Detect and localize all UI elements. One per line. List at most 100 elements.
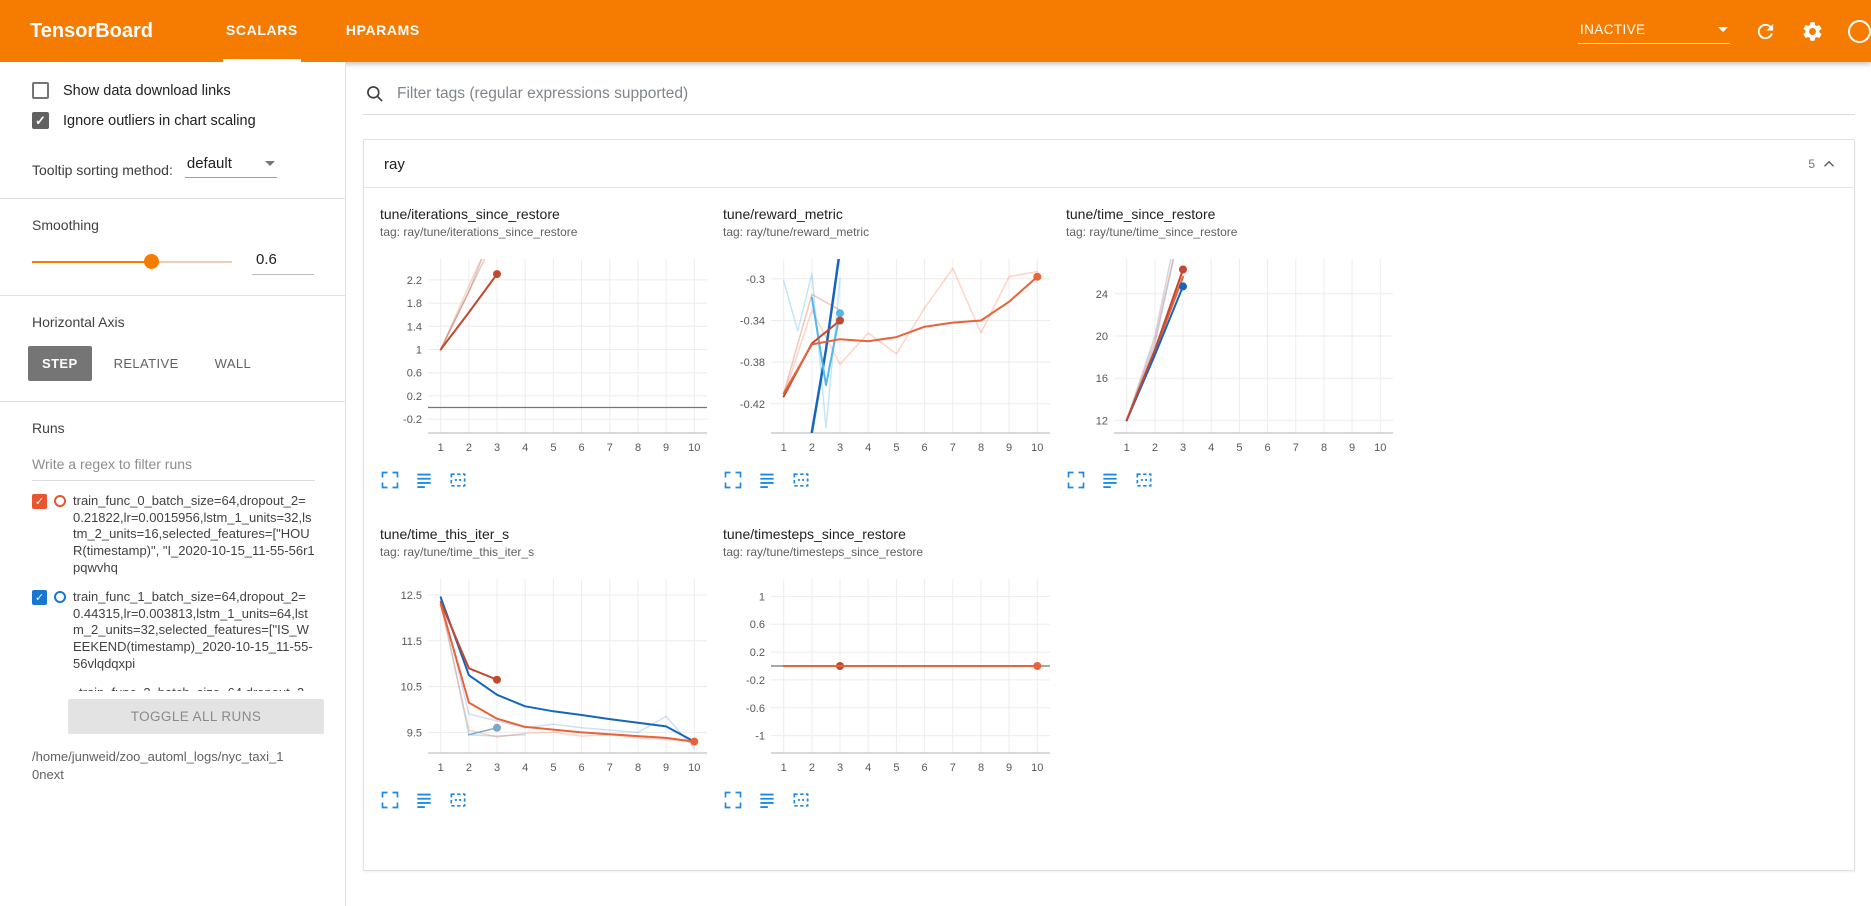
help-icon[interactable] [1848, 19, 1871, 43]
run-item[interactable]: ✓ train_func_1_batch_size=64,dropout_2=0.… [32, 589, 315, 672]
show-download-links-checkbox[interactable]: Show data download links [32, 82, 315, 99]
svg-text:3: 3 [1180, 442, 1186, 454]
slider-fill [32, 261, 152, 263]
svg-text:2: 2 [1152, 442, 1158, 454]
chart-card: tune/iterations_since_restore tag: ray/tu… [374, 206, 717, 490]
settings-sidebar: Show data download links Ignore outliers… [0, 62, 346, 906]
run-selector-icon[interactable] [757, 470, 777, 490]
horizontal-axis-label: Horizontal Axis [32, 314, 125, 330]
expand-chart-icon[interactable] [1066, 470, 1086, 490]
chart-card: tune/timesteps_since_restore tag: ray/tun… [717, 526, 1060, 810]
svg-text:-0.2: -0.2 [746, 675, 765, 687]
chart-tag: tag: ray/tune/reward_metric [723, 225, 870, 239]
svg-text:9: 9 [1006, 442, 1012, 454]
run-checkbox[interactable]: ✓ [32, 494, 47, 509]
svg-text:0.2: 0.2 [750, 647, 765, 659]
line-chart[interactable]: 1 2 3 4 5 6 7 8 9 10 -1 -0.6 -0.2 0.2 0.6 1 [723, 571, 1058, 779]
settings-gear-icon[interactable] [1801, 20, 1824, 43]
tooltip-sorting-row: Tooltip sorting method: default [32, 155, 315, 178]
line-chart[interactable]: 1 2 3 4 5 6 7 8 9 10 -0.42 -0.38 -0.34 -0.3 [723, 251, 1058, 459]
fit-domain-icon[interactable] [448, 790, 468, 810]
run-visibility-toggle[interactable] [54, 495, 66, 507]
chart-title: tune/timesteps_since_restore [723, 526, 906, 542]
run-label: train_func_0_batch_size=64,dropout_2=0.2… [73, 493, 315, 575]
line-chart[interactable]: 1 2 3 4 5 6 7 8 9 10 9.5 10.5 11.5 12.5 [380, 571, 715, 779]
tooltip-sorting-select[interactable]: default [184, 155, 277, 178]
run-selector-icon[interactable] [414, 790, 434, 810]
tab-scalars[interactable]: SCALARS [222, 0, 301, 62]
svg-text:1.4: 1.4 [407, 321, 422, 333]
chart-card: tune/time_since_restore tag: ray/tune/tim… [1060, 206, 1403, 490]
expand-chart-icon[interactable] [380, 790, 400, 810]
axis-option-step[interactable]: STEP [28, 346, 92, 381]
data-status-select[interactable]: INACTIVE [1578, 19, 1730, 44]
slider-thumb[interactable] [144, 254, 159, 269]
top-bar: TensorBoard SCALARS HPARAMS INACTIVE [0, 0, 1871, 62]
svg-text:0.6: 0.6 [407, 368, 422, 380]
svg-text:7: 7 [607, 442, 613, 454]
svg-text:2: 2 [809, 442, 815, 454]
fit-domain-icon[interactable] [448, 470, 468, 490]
svg-text:6: 6 [1265, 442, 1271, 454]
main-content: ray 5 tune/iterations_since_restore tag: … [347, 62, 1871, 906]
run-item[interactable]: train_func_2_batch_size=64,dropout_2= [32, 685, 315, 691]
svg-text:7: 7 [950, 442, 956, 454]
svg-text:9: 9 [1349, 442, 1355, 454]
run-selector-icon[interactable] [414, 470, 434, 490]
chart-actions [723, 470, 1054, 490]
run-label: train_func_2_batch_size=64,dropout_2= [79, 685, 315, 691]
svg-text:2: 2 [466, 442, 472, 454]
fit-domain-icon[interactable] [1134, 470, 1154, 490]
axis-option-relative[interactable]: RELATIVE [100, 346, 193, 381]
svg-text:6: 6 [922, 762, 928, 774]
svg-text:1: 1 [1124, 442, 1130, 454]
ignore-outliers-checkbox[interactable]: Ignore outliers in chart scaling [32, 112, 315, 129]
search-icon [365, 84, 385, 104]
svg-text:9: 9 [663, 762, 669, 774]
expand-chart-icon[interactable] [723, 790, 743, 810]
fit-domain-icon[interactable] [791, 790, 811, 810]
smoothing-slider[interactable] [32, 254, 232, 270]
svg-text:10: 10 [1031, 762, 1043, 774]
svg-text:5: 5 [893, 442, 899, 454]
tag-filter-input[interactable] [395, 84, 1853, 104]
tag-group-header[interactable]: ray 5 [364, 140, 1854, 188]
svg-text:8: 8 [978, 762, 984, 774]
svg-text:8: 8 [635, 442, 641, 454]
svg-text:-0.42: -0.42 [740, 399, 765, 411]
svg-text:3: 3 [837, 762, 843, 774]
tab-hparams[interactable]: HPARAMS [345, 21, 420, 38]
expand-chart-icon[interactable] [380, 470, 400, 490]
svg-text:-0.38: -0.38 [740, 357, 765, 369]
refresh-icon[interactable] [1754, 20, 1777, 43]
svg-text:5: 5 [550, 442, 556, 454]
fit-domain-icon[interactable] [791, 470, 811, 490]
status-value: INACTIVE [1580, 21, 1646, 37]
svg-text:1: 1 [781, 442, 787, 454]
toggle-all-runs-button[interactable]: TOGGLE ALL RUNS [68, 699, 324, 734]
svg-text:10: 10 [688, 762, 700, 774]
run-visibility-toggle[interactable] [54, 591, 66, 604]
run-checkbox[interactable]: ✓ [32, 590, 47, 606]
checkbox-label: Ignore outliers in chart scaling [63, 112, 256, 129]
svg-text:3: 3 [494, 762, 500, 774]
chart-card: tune/reward_metric tag: ray/tune/reward_m… [717, 206, 1060, 490]
svg-text:7: 7 [607, 762, 613, 774]
chart-actions [723, 790, 1054, 810]
chart-title: tune/reward_metric [723, 206, 843, 222]
svg-text:4: 4 [522, 442, 528, 454]
axis-option-wall[interactable]: WALL [201, 346, 266, 381]
smoothing-row: 0.6 [32, 249, 315, 275]
nav-tabs: SCALARS HPARAMS [222, 0, 465, 62]
run-item[interactable]: ✓ train_func_0_batch_size=64,dropout_2=0.… [32, 493, 315, 576]
runs-filter-input[interactable] [32, 452, 315, 481]
line-chart[interactable]: 1 2 3 4 5 6 7 8 9 10 -0.2 0.2 0.6 1 1.4 1.8 2.2 [380, 251, 715, 459]
svg-text:10: 10 [1374, 442, 1386, 454]
run-selector-icon[interactable] [757, 790, 777, 810]
svg-text:7: 7 [1293, 442, 1299, 454]
expand-chart-icon[interactable] [723, 470, 743, 490]
collapse-chevron-icon[interactable] [1820, 155, 1838, 173]
run-selector-icon[interactable] [1100, 470, 1120, 490]
smoothing-value-input[interactable]: 0.6 [252, 249, 314, 275]
